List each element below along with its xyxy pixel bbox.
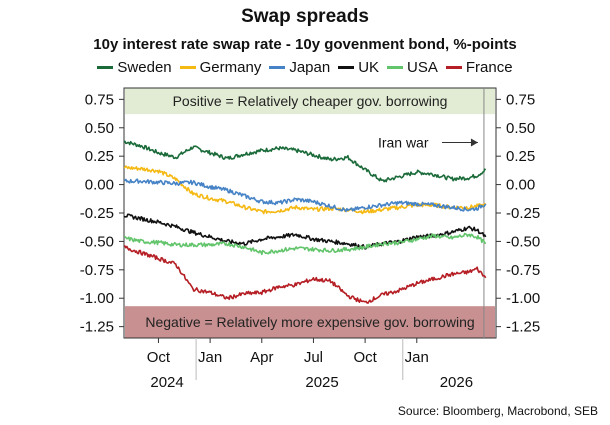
- legend-swatch: [179, 66, 196, 69]
- chart-subtitle: 10y interest rate swap rate - 10y govenm…: [93, 36, 517, 53]
- annotation-arrowhead: [470, 138, 478, 147]
- chart-title: Swap spreads: [241, 6, 369, 27]
- y-tick-label-left: -0.25: [80, 205, 114, 222]
- band-0: [125, 88, 495, 115]
- y-tick-label-left: -0.50: [80, 233, 114, 250]
- legend-label: Germany: [199, 59, 262, 76]
- legend-item-japan: Japan: [269, 59, 330, 76]
- legend-item-uk: UK: [338, 59, 379, 76]
- legend-label: Japan: [289, 59, 331, 76]
- x-tick-label: Apr: [250, 349, 273, 366]
- y-tick-label-right: -1.25: [506, 319, 540, 336]
- y-tick-label-left: -0.75: [80, 262, 114, 279]
- legend-swatch: [445, 66, 462, 69]
- x-tick-label: Jan: [405, 349, 429, 366]
- y-tick-label-left: 0.00: [85, 177, 114, 194]
- y-tick-label-right: 0.50: [506, 120, 535, 137]
- series-line-france: [123, 244, 487, 304]
- x-tick-label: Jul: [304, 349, 323, 366]
- y-tick-label-right: -1.00: [506, 290, 540, 307]
- y-tick-label-left: -1.25: [80, 319, 114, 336]
- x-tick-label: Jan: [198, 349, 222, 366]
- legend-swatch: [338, 66, 355, 69]
- y-tick-label-left: 0.50: [85, 120, 114, 137]
- band-label-0: Positive = Relatively cheaper gov. borro…: [173, 93, 448, 109]
- y-tick-label-right: 0.75: [506, 91, 535, 108]
- legend-label: UK: [358, 59, 380, 76]
- legend-label: France: [465, 59, 513, 76]
- series-line-usa: [123, 232, 487, 256]
- y-tick-label-left: 0.75: [85, 91, 114, 108]
- legend-swatch: [387, 66, 404, 69]
- legend-label: USA: [407, 59, 438, 76]
- x-tick-label: Oct: [353, 349, 377, 366]
- legend-item-usa: USA: [387, 59, 438, 76]
- y-tick-label-right: 0.25: [506, 148, 535, 165]
- x-year-label: 2026: [440, 374, 473, 391]
- y-tick-label-right: -0.25: [506, 205, 540, 222]
- legend-label: Sweden: [117, 59, 172, 76]
- legend-swatch: [269, 66, 286, 69]
- chart-legend: Sweden Germany Japan UK USA France: [0, 59, 610, 76]
- annotation-label: Iran war: [378, 135, 429, 151]
- plot-frame: [123, 87, 497, 339]
- legend-item-france: France: [445, 59, 513, 76]
- y-tick-label-left: 0.25: [85, 148, 114, 165]
- x-year-label: 2024: [150, 374, 183, 391]
- x-year-label: 2025: [305, 374, 338, 391]
- x-tick-label: Oct: [147, 349, 171, 366]
- legend-swatch: [97, 66, 114, 69]
- series-line-japan: [123, 178, 487, 213]
- band-1: [125, 306, 495, 338]
- y-tick-label-left: -1.00: [80, 290, 114, 307]
- y-tick-label-right: -0.50: [506, 233, 540, 250]
- legend-item-germany: Germany: [179, 59, 262, 76]
- band-label-1: Negative = Relatively more expensive gov…: [145, 314, 474, 330]
- y-tick-label-right: -0.75: [506, 262, 540, 279]
- source-note: Source: Bloomberg, Macrobond, SEB: [397, 404, 598, 418]
- series-line-sweden: [124, 140, 487, 183]
- y-tick-label-right: 0.00: [506, 177, 535, 194]
- legend-item-sweden: Sweden: [97, 59, 172, 76]
- series-line-germany: [123, 165, 487, 215]
